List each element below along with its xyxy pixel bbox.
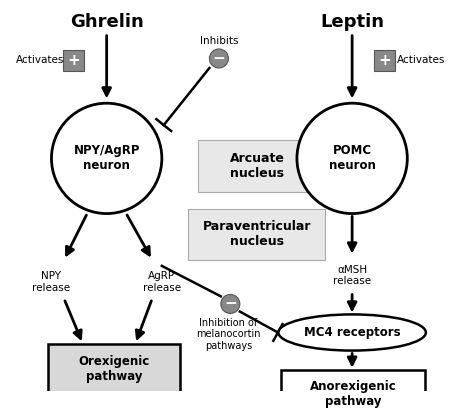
Text: +: +: [67, 53, 80, 68]
FancyBboxPatch shape: [281, 370, 425, 409]
Text: Arcuate
nucleus: Arcuate nucleus: [229, 152, 284, 180]
Ellipse shape: [278, 315, 426, 351]
Text: MC4 receptors: MC4 receptors: [304, 326, 401, 339]
Text: NPY
release: NPY release: [32, 271, 71, 293]
Circle shape: [221, 294, 240, 313]
Text: NPY/AgRP
neuron: NPY/AgRP neuron: [73, 144, 140, 172]
Text: +: +: [378, 53, 391, 68]
FancyBboxPatch shape: [189, 209, 326, 260]
Text: αMSH
release: αMSH release: [333, 265, 371, 286]
Text: Anorexigenic
pathway: Anorexigenic pathway: [310, 380, 396, 408]
FancyBboxPatch shape: [48, 344, 180, 393]
Text: Ghrelin: Ghrelin: [70, 13, 144, 31]
Text: Orexigenic
pathway: Orexigenic pathway: [78, 355, 149, 383]
FancyBboxPatch shape: [374, 50, 395, 71]
Text: −: −: [224, 297, 237, 311]
Text: POMC
neuron: POMC neuron: [328, 144, 375, 172]
Circle shape: [210, 49, 228, 68]
Text: Leptin: Leptin: [320, 13, 384, 31]
Circle shape: [297, 103, 407, 213]
Text: Activates: Activates: [396, 55, 445, 65]
Text: AgRP
release: AgRP release: [143, 271, 181, 293]
Text: −: −: [212, 51, 225, 66]
Text: Inhibits: Inhibits: [200, 36, 238, 46]
Circle shape: [52, 103, 162, 213]
Text: Inhibition of
melanocortin
pathways: Inhibition of melanocortin pathways: [196, 318, 261, 351]
Text: Paraventricular
nucleus: Paraventricular nucleus: [203, 220, 311, 249]
FancyBboxPatch shape: [63, 50, 84, 71]
FancyBboxPatch shape: [198, 140, 316, 192]
Text: Activates: Activates: [16, 55, 64, 65]
